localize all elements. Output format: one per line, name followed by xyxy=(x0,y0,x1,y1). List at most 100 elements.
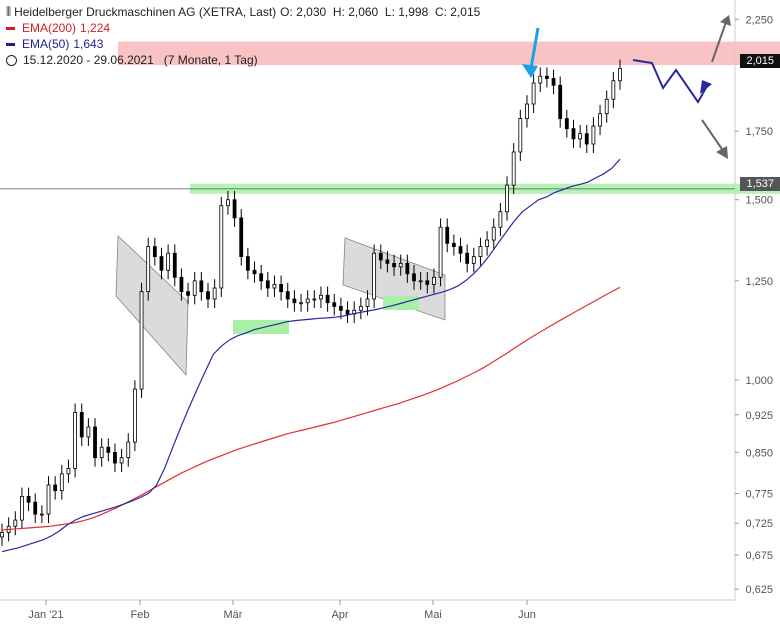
x-tick-label: Mai xyxy=(424,609,442,621)
candle-body xyxy=(212,287,217,300)
y-tick-label: 0,850 xyxy=(745,447,773,459)
candle-body xyxy=(186,291,190,296)
ema50-swatch xyxy=(6,42,15,46)
candle-body xyxy=(219,205,224,289)
candle-body xyxy=(378,252,383,261)
consolidation-pattern xyxy=(115,235,189,377)
candle-body xyxy=(392,262,396,268)
candle-body xyxy=(491,226,496,241)
support-price-tag: 1,537 xyxy=(740,177,780,191)
candle-body xyxy=(511,151,516,186)
candle-body xyxy=(564,118,569,130)
candle-body xyxy=(199,280,204,293)
candle-body xyxy=(584,133,589,145)
scenario-down-head xyxy=(716,146,728,159)
candle-body xyxy=(345,309,350,315)
candle-body xyxy=(339,306,343,311)
x-tick-label: Feb xyxy=(131,609,150,621)
candle-body xyxy=(66,467,71,475)
ema200-line xyxy=(1,286,621,531)
chart-title: Heidelberger Druckmaschinen AG (XETRA, L… xyxy=(14,5,277,19)
candle-body xyxy=(551,78,556,86)
candle-body xyxy=(252,269,257,275)
candle-body xyxy=(478,246,483,257)
candle-body xyxy=(445,226,450,244)
ema200-swatch xyxy=(6,26,15,30)
period: (7 Monate, 1 Tag) xyxy=(163,53,258,67)
y-tick-label: 1,000 xyxy=(745,375,773,387)
candle-body xyxy=(372,252,377,300)
candle-body xyxy=(239,217,244,257)
candle-body xyxy=(385,259,390,264)
y-tick-label: 0,675 xyxy=(745,550,773,562)
candle-body xyxy=(498,211,503,228)
y-tick-label: 0,775 xyxy=(745,488,773,500)
y-tick-label: 1,250 xyxy=(745,276,773,288)
ema50-label: EMA(50) xyxy=(22,37,70,51)
candle-body xyxy=(119,457,124,464)
candle-body xyxy=(166,252,171,271)
candle-body xyxy=(39,513,44,516)
ema200-label: EMA(200) xyxy=(22,21,77,35)
candle-body xyxy=(505,184,509,213)
candle-body xyxy=(538,75,543,84)
candle-body xyxy=(99,446,104,459)
candle-body xyxy=(265,280,270,289)
candle-body xyxy=(53,484,58,492)
candle-body xyxy=(405,262,410,275)
candle-body xyxy=(152,246,157,257)
candle-body xyxy=(259,273,264,282)
resistance-zone xyxy=(118,41,780,66)
candle-body xyxy=(139,291,144,390)
candle-body xyxy=(13,519,18,527)
candle-body xyxy=(79,411,84,438)
candle-body xyxy=(471,256,476,264)
candle-body xyxy=(126,441,131,459)
y-tick-label: 1,500 xyxy=(745,195,773,207)
candle-body xyxy=(558,84,563,120)
candle-body xyxy=(33,501,38,515)
consolidation-pattern xyxy=(342,237,446,321)
candle-body xyxy=(26,495,31,503)
ema200-value: 1,224 xyxy=(80,21,111,35)
candle-body xyxy=(365,298,370,307)
candle-body xyxy=(292,298,297,304)
candle-body xyxy=(458,246,463,254)
candle-body xyxy=(226,199,230,207)
x-tick-label: Jun xyxy=(518,609,536,621)
ema50-value: 1,643 xyxy=(73,37,104,51)
candle-body xyxy=(545,75,549,79)
candle-body xyxy=(159,256,164,271)
candle-body xyxy=(319,294,323,300)
candle-body xyxy=(20,495,24,521)
candle-body xyxy=(172,252,177,278)
x-tick-label: Apr xyxy=(331,609,348,621)
ema50-line xyxy=(1,158,621,553)
candle-body xyxy=(438,226,443,278)
candle-body xyxy=(46,484,51,515)
candle-body xyxy=(279,284,283,293)
candle-body xyxy=(432,276,436,285)
candle-body xyxy=(418,280,423,283)
candle-body xyxy=(192,280,197,296)
candle-body xyxy=(146,246,151,293)
candle-body xyxy=(272,284,277,289)
candle-body xyxy=(285,291,290,300)
y-tick-label: 0,725 xyxy=(745,518,773,530)
candle-body xyxy=(578,133,583,140)
candle-body xyxy=(299,302,303,305)
candle-body xyxy=(312,298,317,301)
candle-body xyxy=(358,306,363,311)
support-box xyxy=(233,320,289,334)
candle-body xyxy=(531,82,536,105)
candle-body xyxy=(611,80,616,100)
candle-body xyxy=(305,298,310,304)
candle-body xyxy=(113,452,117,464)
candle-body xyxy=(518,118,523,153)
y-tick-label: 0,925 xyxy=(745,410,773,422)
candle-body xyxy=(106,446,111,453)
candle-body xyxy=(93,426,97,459)
forecast-path xyxy=(632,59,708,104)
candle-body xyxy=(525,103,529,120)
